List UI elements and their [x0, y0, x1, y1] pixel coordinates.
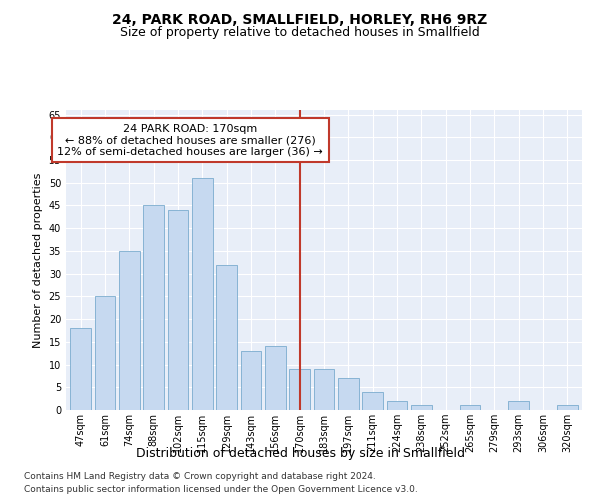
Bar — [411, 406, 432, 410]
Bar — [167, 210, 188, 410]
Y-axis label: Number of detached properties: Number of detached properties — [33, 172, 43, 348]
Text: 24, PARK ROAD, SMALLFIELD, HORLEY, RH6 9RZ: 24, PARK ROAD, SMALLFIELD, HORLEY, RH6 9… — [112, 12, 488, 26]
Bar — [143, 206, 164, 410]
Bar — [508, 401, 529, 410]
Bar — [216, 264, 237, 410]
Text: Size of property relative to detached houses in Smallfield: Size of property relative to detached ho… — [120, 26, 480, 39]
Bar — [557, 406, 578, 410]
Bar — [95, 296, 115, 410]
Bar — [289, 369, 310, 410]
Bar — [192, 178, 212, 410]
Text: Distribution of detached houses by size in Smallfield: Distribution of detached houses by size … — [136, 448, 464, 460]
Text: 24 PARK ROAD: 170sqm
← 88% of detached houses are smaller (276)
12% of semi-deta: 24 PARK ROAD: 170sqm ← 88% of detached h… — [57, 124, 323, 157]
Bar — [386, 401, 407, 410]
Bar — [119, 251, 140, 410]
Text: Contains public sector information licensed under the Open Government Licence v3: Contains public sector information licen… — [24, 485, 418, 494]
Bar — [460, 406, 481, 410]
Bar — [241, 351, 262, 410]
Bar — [314, 369, 334, 410]
Bar — [338, 378, 359, 410]
Text: Contains HM Land Registry data © Crown copyright and database right 2024.: Contains HM Land Registry data © Crown c… — [24, 472, 376, 481]
Bar — [362, 392, 383, 410]
Bar — [265, 346, 286, 410]
Bar — [70, 328, 91, 410]
